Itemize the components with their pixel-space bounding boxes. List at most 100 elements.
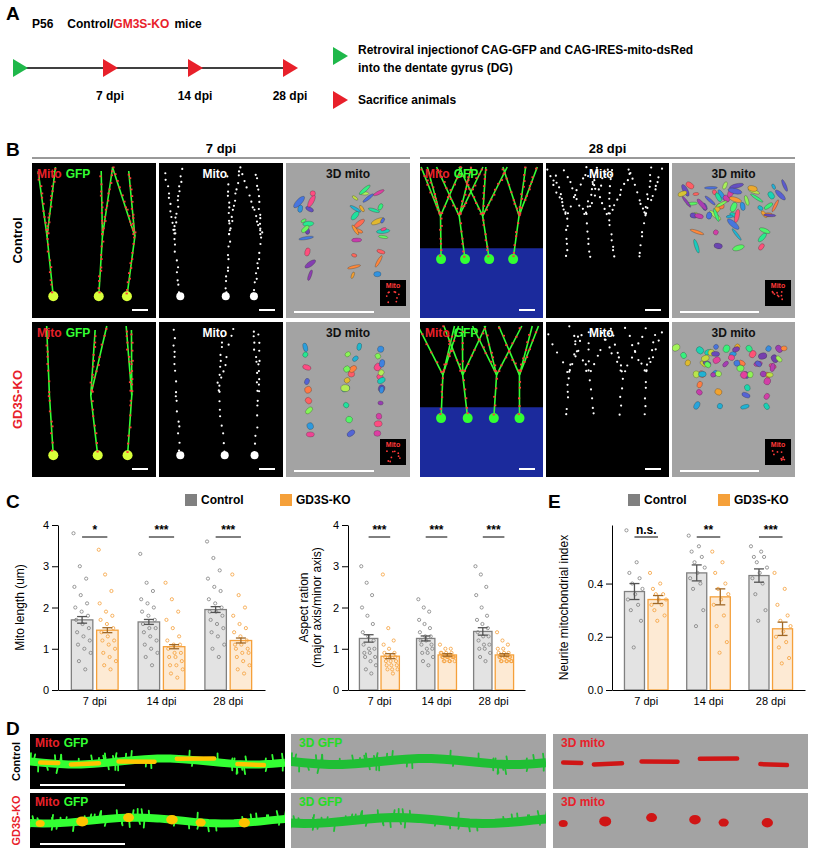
mito-shape — [123, 813, 134, 822]
soma — [463, 413, 473, 423]
mito-signal — [51, 425, 53, 427]
data-point — [222, 627, 225, 630]
data-point — [439, 651, 442, 654]
sacrifice-marker — [188, 59, 203, 77]
mito-signal — [551, 343, 553, 345]
mito-signal — [227, 195, 229, 197]
data-point — [234, 647, 237, 650]
error-cap — [778, 635, 788, 636]
mito-render — [763, 202, 773, 211]
mito-signal — [598, 188, 600, 190]
mito-signal — [524, 199, 526, 201]
error-bar — [148, 619, 149, 624]
tick-label: 2 — [43, 602, 49, 614]
data-point — [428, 627, 431, 630]
data-point — [78, 565, 81, 568]
mito-signal — [483, 224, 485, 226]
tick-label: 0.0 — [588, 684, 603, 696]
mito-render — [344, 351, 351, 358]
mito-signal — [603, 208, 605, 210]
mito-signal — [639, 244, 641, 246]
mito-signal — [174, 232, 176, 234]
mito-signal — [129, 278, 131, 280]
mito-signal — [578, 205, 580, 207]
mito-signal — [173, 363, 175, 365]
mito-signal — [526, 195, 528, 197]
mito-signal — [132, 223, 134, 225]
data-point — [506, 643, 509, 646]
mito-shape — [689, 815, 701, 825]
mito-signal — [219, 354, 221, 356]
mito-render — [696, 198, 708, 211]
bar — [71, 620, 92, 690]
mito-signal — [441, 384, 443, 386]
mito-signal — [127, 443, 129, 445]
legend-swatch — [280, 494, 292, 506]
data-point — [373, 647, 376, 650]
inset-signal — [394, 450, 396, 452]
mito-signal — [232, 328, 234, 330]
data-point — [477, 639, 480, 642]
data-point — [370, 672, 373, 675]
mito-signal — [255, 356, 257, 358]
mito-signal — [231, 220, 233, 222]
data-point — [764, 609, 767, 612]
inset-signal — [395, 301, 397, 303]
mito-signal — [178, 185, 180, 187]
data-point — [689, 577, 692, 580]
mito-signal — [587, 238, 589, 240]
data-point — [480, 606, 483, 609]
mito-signal — [177, 266, 179, 268]
mito-signal — [217, 382, 219, 384]
mito-signal — [45, 229, 47, 231]
mito-render — [672, 343, 681, 352]
mito-render — [352, 238, 362, 242]
bar — [687, 573, 707, 690]
mito-signal — [129, 427, 131, 429]
mito-render — [759, 370, 767, 378]
data-point — [102, 651, 105, 654]
soma — [436, 413, 446, 423]
render-3d-gfp: 3D GFP — [290, 793, 547, 848]
mito-signal — [128, 272, 130, 274]
data-point — [501, 639, 504, 642]
dendrite — [483, 167, 508, 216]
inset-signal — [773, 453, 775, 455]
mito-render — [758, 352, 768, 360]
dendrite — [129, 171, 135, 236]
mito-render — [712, 356, 722, 365]
mito-render — [362, 193, 374, 204]
significance-label: *** — [764, 523, 778, 537]
mito-signal — [619, 414, 621, 416]
mito-signal — [563, 208, 565, 210]
data-point — [721, 561, 724, 564]
mito-signal — [464, 388, 466, 390]
panel-label: C — [6, 491, 20, 512]
data-point — [718, 651, 721, 654]
mito-signal — [600, 185, 602, 187]
mito-render — [693, 401, 702, 411]
mito-signal — [173, 351, 175, 353]
y-axis: 01234 — [333, 519, 349, 696]
mito-signal — [100, 254, 102, 256]
mito-signal — [462, 251, 464, 253]
data-point — [749, 545, 752, 548]
mito-shape — [196, 818, 206, 826]
mito-signal — [599, 196, 601, 198]
channel-label: Mito — [37, 326, 62, 340]
mito-signal — [253, 331, 255, 333]
mito-signal — [230, 335, 232, 337]
image-background — [30, 734, 285, 789]
mito-signal — [552, 179, 554, 181]
data-point — [483, 647, 486, 650]
mito-signal — [641, 235, 643, 237]
data-point — [505, 660, 508, 663]
mito-render — [781, 346, 788, 352]
mito-signal — [107, 200, 109, 202]
soma-signal — [176, 292, 184, 300]
title-part: mice — [174, 17, 202, 31]
mito-signal — [472, 188, 474, 190]
mito-signal — [51, 185, 53, 187]
mito-render — [351, 253, 357, 258]
mito-signal — [259, 214, 261, 216]
